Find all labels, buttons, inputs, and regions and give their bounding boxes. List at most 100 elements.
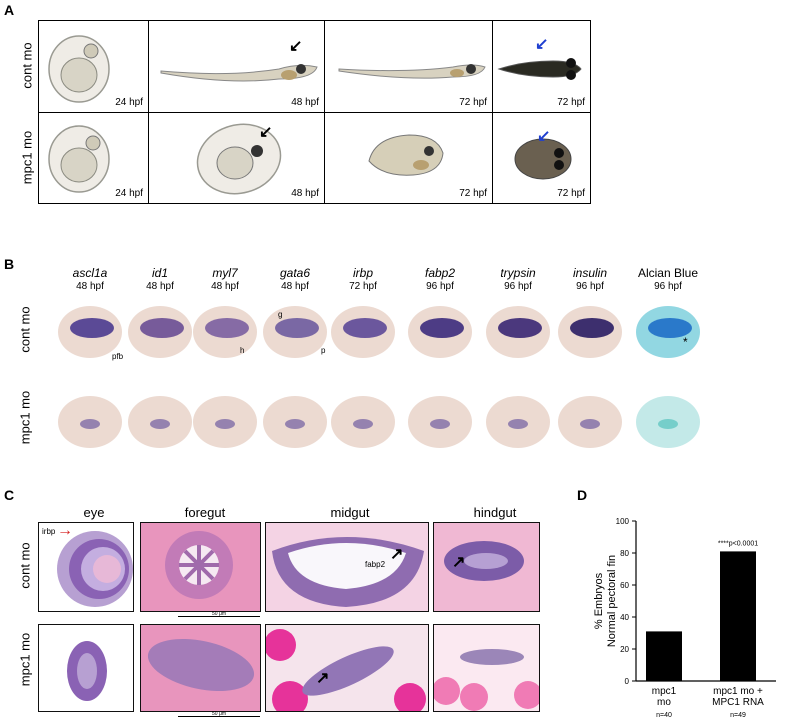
panel-c-label: C — [4, 487, 15, 503]
stage-label: 24 hpf — [115, 97, 143, 108]
stage-label: 72 hpf — [459, 188, 487, 199]
column-header-midgut: midgut — [330, 505, 370, 520]
annotation-g: g — [278, 310, 283, 319]
embryo-mpc1-72hpf: 72 hpf — [325, 113, 493, 203]
arrow-icon: ↙ — [535, 36, 549, 53]
histology-eye-cont: irbp → — [38, 522, 134, 612]
embryo-cont-24hpf: 24 hpf — [39, 21, 149, 113]
stage-label: 24 hpf — [115, 188, 143, 199]
ish-image-mpc1 — [257, 390, 333, 454]
ish-image-mpc1 — [187, 390, 263, 454]
ish-image-mpc1 — [552, 390, 628, 454]
gene-header: trypsin — [500, 266, 536, 280]
y-tick-label: 40 — [620, 613, 629, 622]
arrow-icon: → — [57, 522, 73, 539]
annotation-p: p — [321, 346, 326, 355]
histology-midgut-mpc1: ↗ — [265, 624, 429, 712]
panel-d-label: D — [577, 487, 588, 503]
histology-foregut-cont — [140, 522, 261, 612]
x-tick-label: mo — [657, 697, 671, 708]
histology-hindgut-cont: ↗ — [433, 522, 540, 612]
arrow-icon: ↗ — [390, 546, 404, 563]
embryo-cont-48hpf: ↙ 48 hpf — [149, 21, 325, 113]
y-tick-label: 80 — [620, 549, 629, 558]
arrow-icon: ↙ — [289, 38, 303, 55]
ish-image-cont — [52, 300, 128, 364]
arrow-icon: ↗ — [316, 670, 330, 687]
panel-b-label: B — [4, 256, 15, 272]
ish-image-mpc1 — [122, 390, 198, 454]
gene-stage: 96 hpf — [654, 281, 682, 292]
gene-stage: 48 hpf — [146, 281, 174, 292]
y-tick-label: 0 — [625, 677, 630, 686]
gene-stage: 48 hpf — [281, 281, 309, 292]
gene-header: gata6 — [279, 266, 311, 280]
n-label: n=40 — [656, 712, 672, 719]
panel-a-row-label-cont: cont mo — [19, 42, 35, 89]
gene-stage: 48 hpf — [211, 281, 239, 292]
gene-stage: 96 hpf — [504, 281, 532, 292]
scale-bar — [178, 716, 260, 717]
panel-a-row-label-mpc1: mpc1 mo — [19, 130, 35, 185]
annotation-h: h — [240, 346, 245, 355]
gene-header: insulin — [572, 266, 608, 280]
gene-stage: 96 hpf — [426, 281, 454, 292]
ish-image-mpc1 — [52, 390, 128, 454]
ish-image-mpc1 — [402, 390, 478, 454]
arrow-icon: ↙ — [537, 128, 551, 145]
stage-label: 72 hpf — [557, 188, 585, 199]
ish-image-cont — [552, 300, 628, 364]
significance-annotation: ****p<0.0001 — [718, 540, 758, 547]
bar — [720, 551, 756, 681]
x-tick-label: mpc1 mo + — [713, 686, 763, 697]
scale-bar — [178, 616, 260, 617]
column-header-eye: eye — [83, 505, 105, 520]
ish-image-cont — [257, 300, 333, 364]
column-header-foregut: foregut — [184, 505, 226, 520]
ish-image-mpc1 — [630, 390, 706, 454]
column-header-hindgut: hindgut — [473, 505, 517, 520]
gene-stage: 72 hpf — [349, 281, 377, 292]
panel-b-row-label-cont: cont mo — [17, 306, 33, 353]
gene-header: myl7 — [212, 266, 238, 280]
ish-image-cont — [480, 300, 556, 364]
stage-label: 72 hpf — [557, 97, 585, 108]
arrow-icon: ↙ — [259, 124, 273, 141]
ish-image-mpc1 — [325, 390, 401, 454]
arrow-icon: ↗ — [452, 554, 466, 571]
x-tick-label: MPC1 RNA — [712, 697, 764, 708]
embryo-mpc1-24hpf: 24 hpf — [39, 113, 149, 203]
histology-eye-mpc1 — [38, 624, 134, 712]
y-tick-label: 20 — [620, 645, 629, 654]
scale-bar-label: 50 μm — [212, 611, 226, 617]
y-tick-label: 60 — [620, 581, 629, 590]
embryo-cont-72hpf-dorsal: ↙ 72 hpf — [493, 21, 590, 113]
annotation-irbp: irbp — [42, 527, 56, 536]
histology-hindgut-mpc1 — [433, 624, 540, 712]
gene-header: id1 — [151, 266, 168, 280]
ish-image-cont — [630, 300, 706, 364]
ish-image-cont — [325, 300, 401, 364]
gene-header: irbp — [352, 266, 373, 280]
bar — [646, 631, 682, 681]
gene-header: Alcian Blue — [637, 266, 699, 280]
embryo-mpc1-72hpf-dorsal: ↙ 72 hpf — [493, 113, 590, 203]
panel-c-row-label-mpc1: mpc1 mo — [17, 632, 33, 687]
y-axis-label: % EmbryosNormal pectoral fin — [593, 555, 618, 647]
gene-stage: 48 hpf — [76, 281, 104, 292]
histology-foregut-mpc1 — [140, 624, 261, 712]
embryo-cont-72hpf: 72 hpf — [325, 21, 493, 113]
ish-image-cont — [402, 300, 478, 364]
ish-image-cont — [122, 300, 198, 364]
x-tick-label: mpc1 — [652, 686, 677, 697]
panel-c-row-label-cont: cont mo — [17, 542, 33, 589]
gene-header: fabp2 — [424, 266, 456, 280]
panel-a-grid: 24 hpf ↙ 48 hpf 72 hpf ↙ 72 hpf 24 hpf ↙… — [38, 20, 591, 204]
embryo-mpc1-48hpf: ↙ 48 hpf — [149, 113, 325, 203]
gene-header: ascl1a — [72, 266, 108, 280]
annotation-pfb: pfb — [112, 352, 124, 361]
n-label: n=49 — [730, 712, 746, 719]
histology-midgut-cont: fabp2 ↗ — [265, 522, 429, 612]
y-tick-label: 100 — [616, 517, 630, 526]
ish-image-cont — [187, 300, 263, 364]
